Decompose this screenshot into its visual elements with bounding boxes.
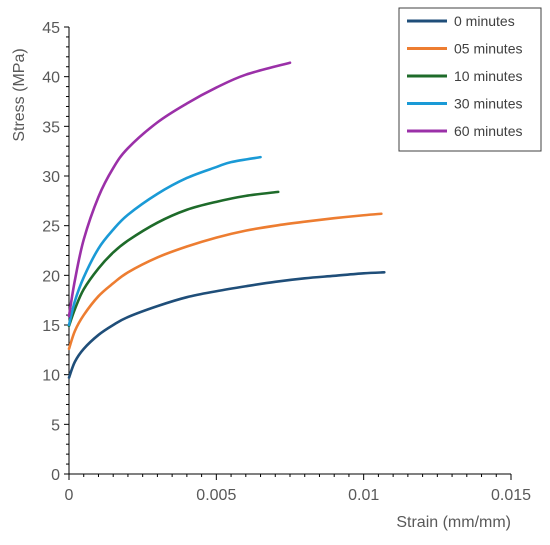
x-tick-label: 0.015 <box>491 487 531 504</box>
x-tick-label: 0.005 <box>196 487 236 504</box>
x-axis-title: Strain (mm/mm) <box>396 514 511 531</box>
y-tick-label: 0 <box>51 467 60 484</box>
y-tick-label: 5 <box>51 417 60 434</box>
y-tick-label: 30 <box>42 169 60 186</box>
y-tick-label: 45 <box>42 20 60 37</box>
legend-label: 30 minutes <box>454 96 522 112</box>
x-tick-label: 0 <box>65 487 74 504</box>
y-tick-label: 10 <box>42 368 60 385</box>
series-line-05-minutes <box>67 212 383 351</box>
legend-label: 60 minutes <box>454 123 522 139</box>
legend-label: 0 minutes <box>454 13 515 29</box>
y-tick-label: 20 <box>42 268 60 285</box>
x-tick-label: 0.01 <box>348 487 379 504</box>
y-tick-label: 25 <box>42 219 60 236</box>
x-axis-ticks: 0 0.005 0.01 0.015 <box>65 474 531 504</box>
series-line-0-minutes <box>67 271 386 379</box>
legend: 0 minutes 05 minutes 10 minutes 30 minutes 6… <box>398 7 542 152</box>
series-line-60-minutes <box>67 61 292 318</box>
y-axis-ticks: 0 5 10 15 20 25 30 35 40 45 <box>42 20 69 484</box>
y-tick-label: 35 <box>42 119 60 136</box>
y-axis-title: Stress (MPa) <box>11 48 28 141</box>
y-tick-label: 15 <box>42 318 60 335</box>
legend-label: 05 minutes <box>454 41 522 57</box>
series-line-10-minutes <box>67 190 280 328</box>
series-line-30-minutes <box>67 155 262 327</box>
legend-box <box>398 7 542 152</box>
series-layer <box>67 61 386 379</box>
y-tick-label: 40 <box>42 70 60 87</box>
legend-items: 0 minutes 05 minutes 10 minutes 30 minutes 6… <box>407 13 522 139</box>
legend-label: 10 minutes <box>454 68 522 84</box>
